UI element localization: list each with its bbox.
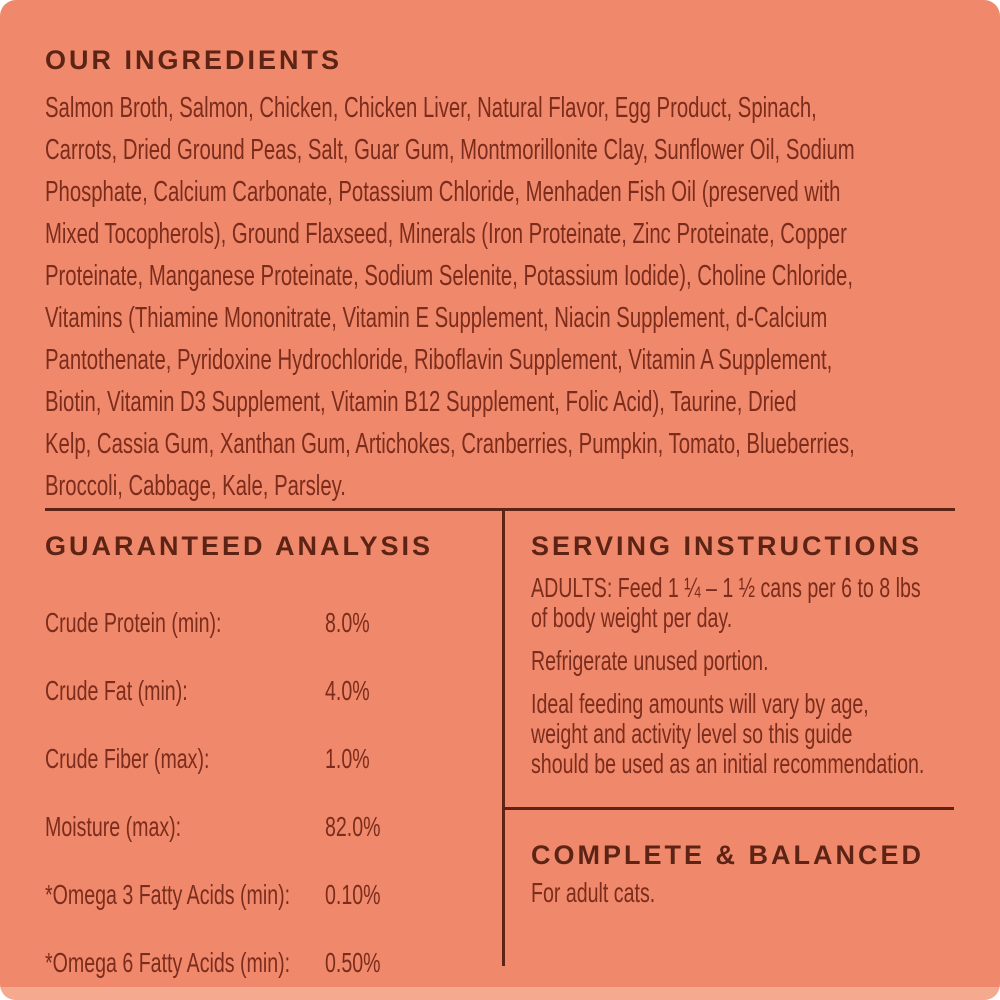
analysis-row-label: *Omega 6 Fatty Acids (min): [45, 947, 291, 978]
analysis-row-value: 8.0% [325, 607, 370, 638]
complete-balanced-title: COMPLETE & BALANCED [531, 840, 924, 870]
analysis-table: Crude Protein (min): 8.0% Crude Fat (min… [45, 573, 500, 1000]
analysis-row-value: 4.0% [325, 675, 370, 706]
analysis-row-label: Crude Fiber (max): [45, 743, 210, 774]
horizontal-divider [45, 508, 955, 511]
analysis-row-value: 0.50% [325, 947, 381, 978]
analysis-row: *Omega 6 Fatty Acids (min): 0.50% [45, 945, 500, 981]
analysis-row: *Omega 3 Fatty Acids (min): 0.10% [45, 877, 500, 913]
ingredients-list-text: Salmon Broth, Salmon, Chicken, Chicken L… [45, 92, 855, 502]
complete-balanced-subtitle: For adult cats. [531, 877, 656, 908]
analysis-row-value: 1.0% [325, 743, 370, 774]
analysis-row-label: *Omega 3 Fatty Acids (min): [45, 879, 291, 910]
analysis-row-label: Moisture (max): [45, 811, 182, 842]
ingredients-section: OUR INGREDIENTS Salmon Broth, Salmon, Ch… [45, 45, 955, 508]
serving-instructions-section: SERVING INSTRUCTIONS ADULTS: Feed 1 ¼ – … [502, 511, 1000, 966]
analysis-row: Crude Protein (min): 8.0% [45, 605, 500, 641]
serving-refrigerate-text: Refrigerate unused portion. [531, 645, 769, 676]
serving-instructions-title: SERVING INSTRUCTIONS [531, 531, 923, 561]
guaranteed-analysis-title: GUARANTEED ANALYSIS [45, 531, 434, 561]
guaranteed-analysis-section: GUARANTEED ANALYSIS Crude Protein (min):… [45, 511, 502, 978]
ingredients-title: OUR INGREDIENTS [45, 45, 343, 75]
right-column-divider [502, 807, 954, 810]
analysis-row-value: 0.10% [325, 879, 381, 910]
analysis-row-label: Crude Fat (min): [45, 675, 188, 706]
serving-ideal-feeding-text: Ideal feeding amounts will vary by age, … [531, 688, 925, 779]
analysis-row: Crude Fiber (max): 1.0% [45, 741, 500, 777]
lower-columns: GUARANTEED ANALYSIS Crude Protein (min):… [45, 511, 955, 978]
analysis-row-label: Crude Protein (min): [45, 607, 222, 638]
analysis-row: Crude Fat (min): 4.0% [45, 673, 500, 709]
serving-adults-text: ADULTS: Feed 1 ¼ – 1 ½ cans per 6 to 8 l… [531, 572, 921, 633]
analysis-row-value: 82.0% [325, 811, 381, 842]
analysis-row: Moisture (max): 82.0% [45, 809, 500, 845]
